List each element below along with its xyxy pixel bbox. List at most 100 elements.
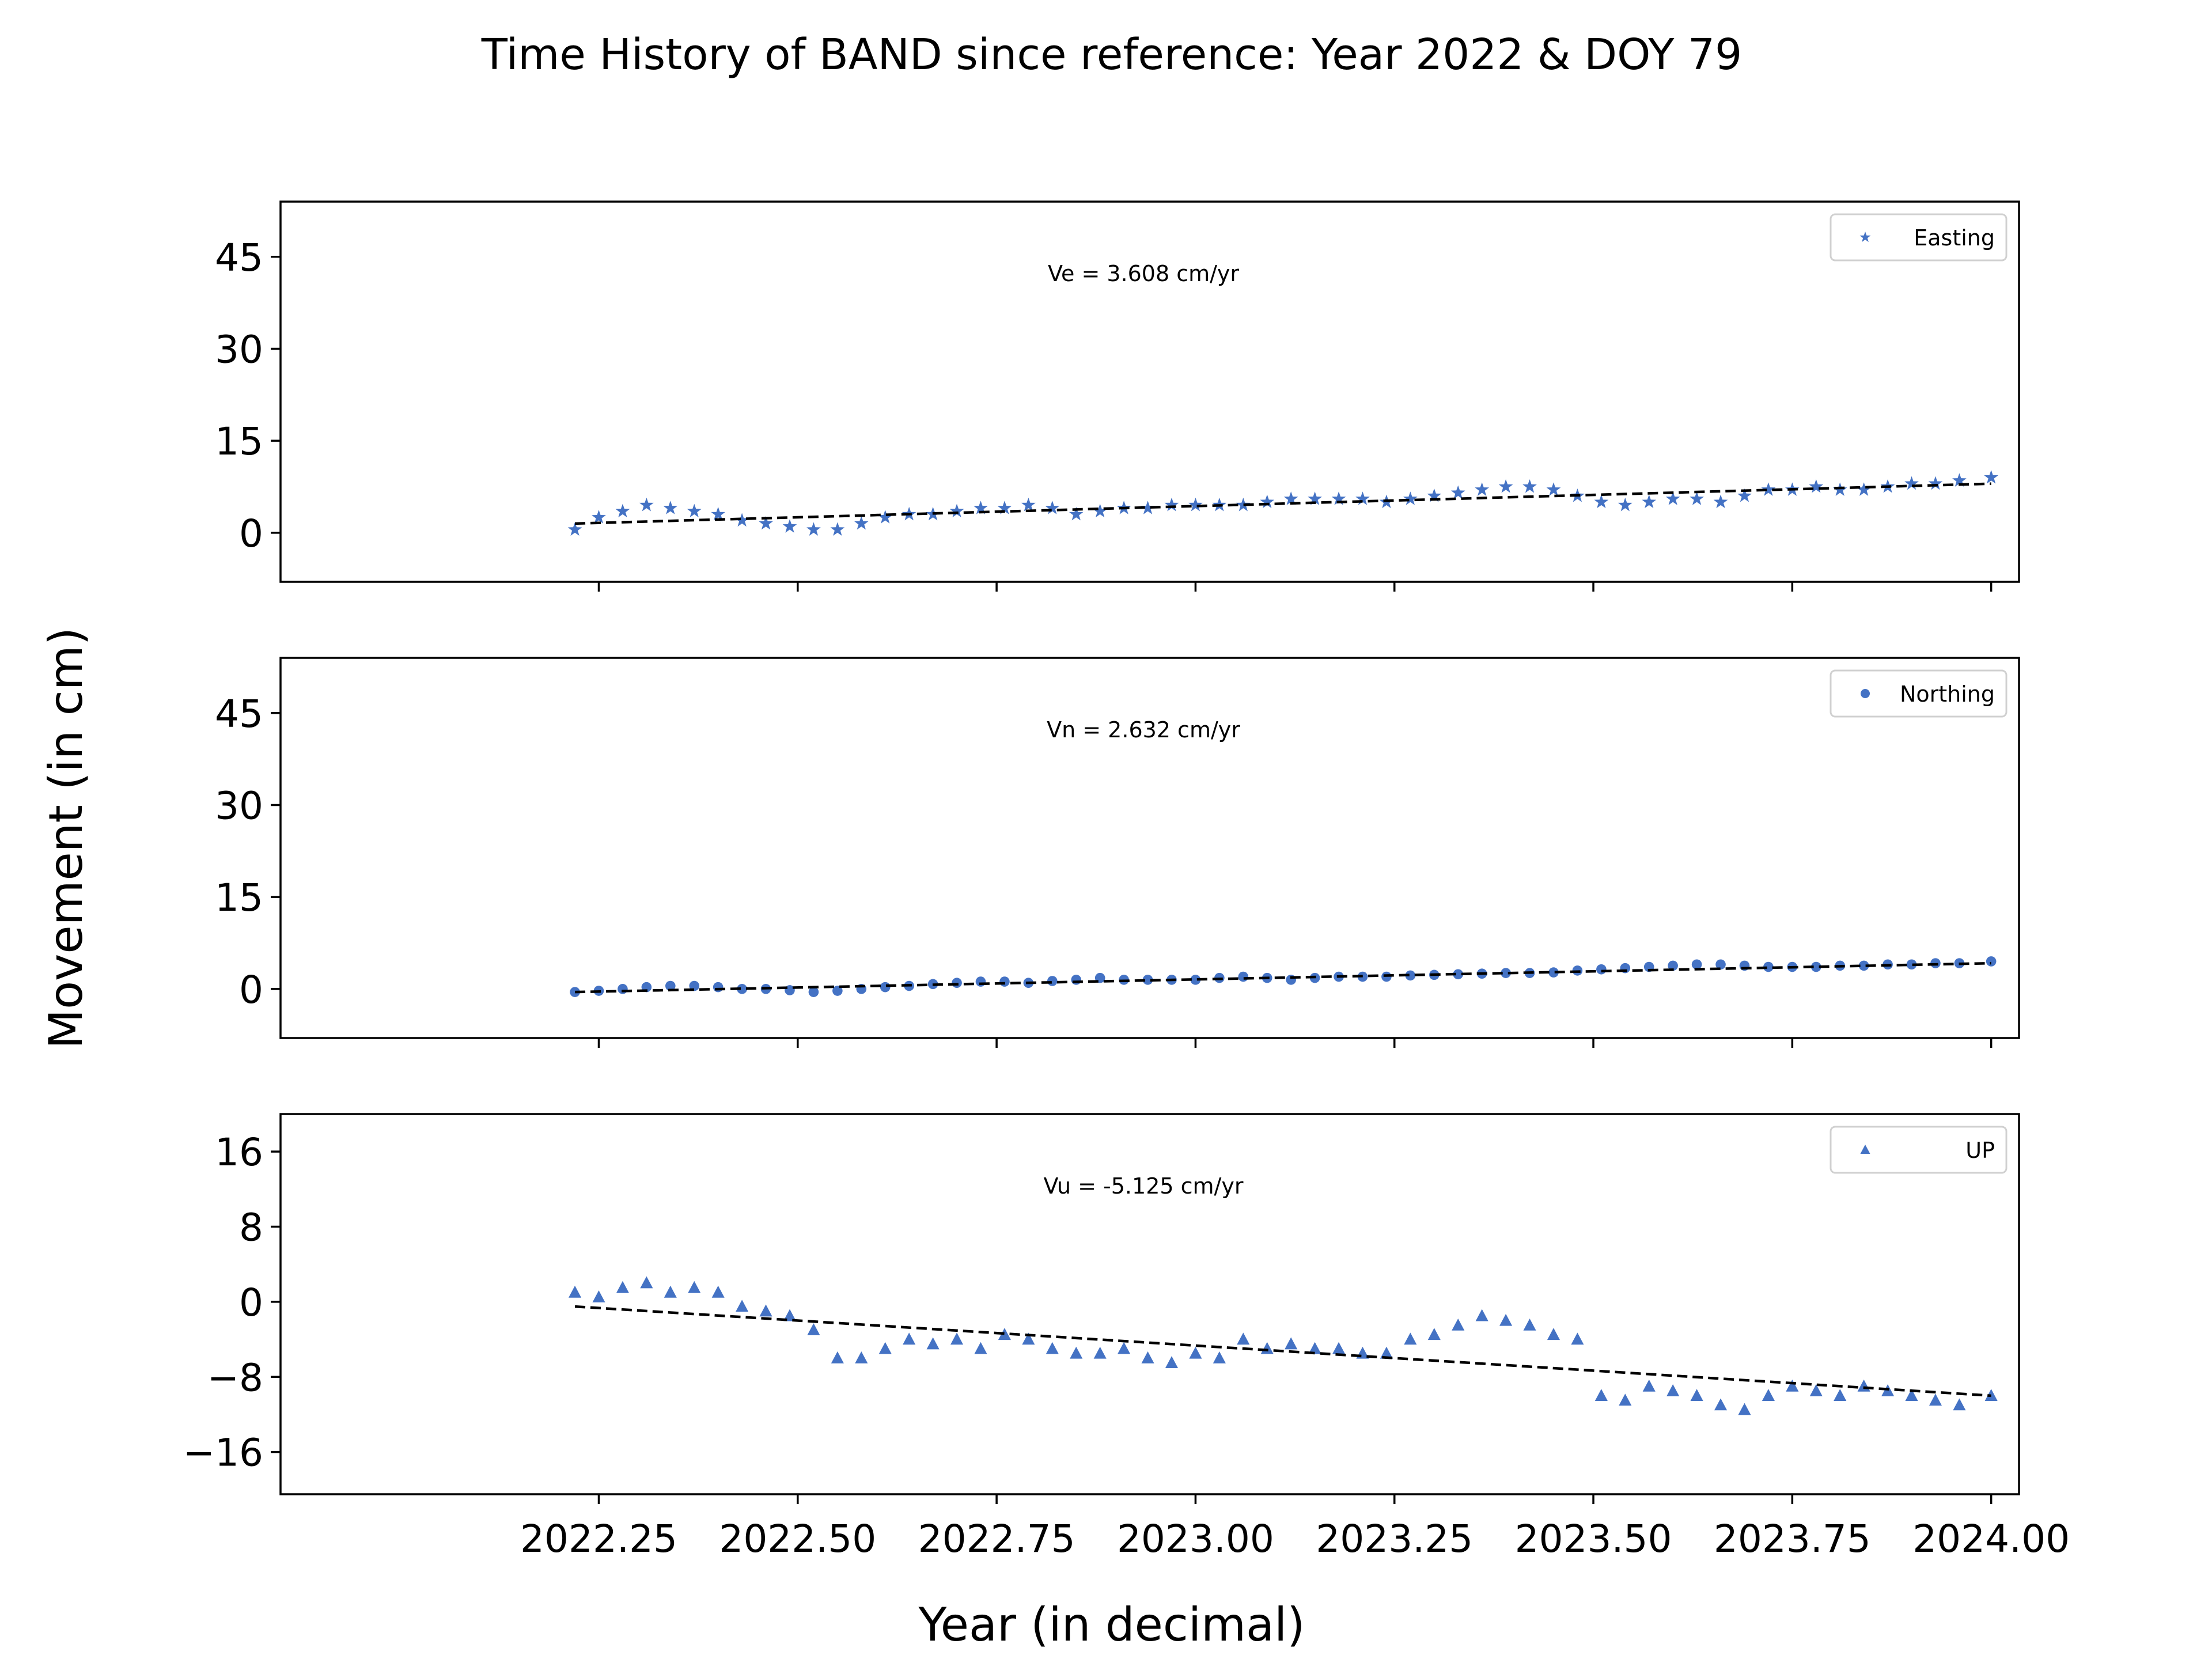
- y-tick-label: 30: [215, 783, 263, 828]
- data-point: [1332, 1342, 1346, 1354]
- data-point: [711, 1285, 725, 1298]
- data-point: [1547, 1328, 1560, 1340]
- data-point: [1071, 975, 1082, 985]
- data-point: [1809, 479, 1824, 493]
- y-tick-label: −16: [183, 1431, 263, 1475]
- x-tick-label: 2023.50: [1515, 1517, 1672, 1561]
- data-point: [592, 1290, 605, 1302]
- data-point: [1642, 1379, 1656, 1392]
- data-point: [1093, 1346, 1107, 1359]
- plot-frame: [279, 200, 2020, 583]
- data-point: [664, 1285, 677, 1298]
- y-tick-label: 0: [239, 512, 263, 556]
- data-point: [1164, 497, 1179, 512]
- data-point: [1986, 956, 1997, 967]
- x-tick-label: 2022.50: [719, 1517, 876, 1561]
- data-point: [736, 1300, 749, 1312]
- legend-box: [1830, 213, 2008, 262]
- data-point: [1596, 964, 1607, 975]
- data-point: [880, 982, 891, 993]
- data-point: [1929, 1393, 1942, 1406]
- data-point: [854, 516, 869, 530]
- figure-title: Time History of BAND since reference: Ye…: [481, 30, 1742, 79]
- legend-box: [1830, 1126, 2008, 1174]
- data-point: [1904, 476, 1919, 490]
- data-point: [1571, 1332, 1584, 1345]
- data-point: [616, 1281, 629, 1293]
- data-point: [855, 1351, 868, 1363]
- data-point: [1213, 1351, 1226, 1363]
- x-tick-label: 2023.75: [1714, 1517, 1871, 1561]
- data-point: [999, 976, 1010, 987]
- data-point: [1619, 1393, 1632, 1406]
- y-tick-label: 15: [215, 419, 263, 464]
- data-point: [806, 522, 821, 536]
- legend: Northing: [1830, 669, 2008, 718]
- data-point: [1498, 479, 1513, 493]
- data-point: [1141, 1351, 1154, 1363]
- y-tick-label: 30: [215, 327, 263, 372]
- data-point: [807, 1323, 820, 1335]
- subplot-northing: 0 15 30 45 Vn = 2.632 cm/yr Northing: [215, 657, 2020, 1048]
- data-point: [1165, 1356, 1179, 1368]
- data-point: [1452, 1318, 1465, 1331]
- data-point: [1188, 497, 1203, 512]
- data-point: [1118, 1342, 1131, 1354]
- plot-frame: [279, 657, 2020, 1039]
- y-tick-label: 45: [215, 692, 263, 736]
- data-point: [1189, 1346, 1202, 1359]
- data-point: [663, 501, 678, 514]
- data-point: [1093, 503, 1108, 518]
- data-point: [1546, 482, 1561, 496]
- legend-entry: Easting: [1914, 225, 1995, 251]
- y-tick-label: 16: [215, 1130, 263, 1175]
- data-point: [713, 982, 724, 993]
- legend-entry: UP: [1965, 1138, 1995, 1163]
- velocity-label: Vn = 2.632 cm/yr: [1047, 717, 1240, 743]
- data-point: [949, 503, 964, 518]
- y-tick-label: 15: [215, 876, 263, 920]
- data-point: [1642, 494, 1657, 509]
- data-point: [1403, 491, 1418, 505]
- y-tick-label: 0: [239, 1281, 263, 1325]
- legend-entry: Northing: [1900, 681, 1995, 707]
- data-point: [639, 497, 654, 512]
- data-point: [592, 510, 606, 524]
- data-point: [687, 503, 702, 518]
- y-tick-label: −8: [207, 1355, 263, 1400]
- y-tick-label: 8: [239, 1206, 263, 1250]
- data-point: [1984, 470, 1999, 484]
- data-point: [1499, 1313, 1513, 1326]
- data-point: [1594, 494, 1609, 509]
- data-point: [1714, 1398, 1728, 1411]
- data-point: [975, 976, 986, 987]
- x-tick-label: 2022.75: [918, 1517, 1075, 1561]
- x-tick-label: 2023.25: [1316, 1517, 1473, 1561]
- data-point: [1427, 1328, 1441, 1340]
- legend-marker: [1861, 689, 1870, 698]
- data-point: [1594, 1389, 1608, 1401]
- x-tick-label: 2023.00: [1117, 1517, 1274, 1561]
- data-point: [1690, 1389, 1703, 1401]
- data-point: [1260, 1342, 1274, 1354]
- subplot-up: 16 8 0 −8 −16 2022.25 2022.50 2022.75 2023.00 202…: [183, 1113, 2070, 1561]
- data-point: [1237, 1332, 1250, 1345]
- data-point: [952, 978, 962, 988]
- plot-frame: [279, 1113, 2020, 1495]
- data-point: [618, 984, 628, 994]
- data-point: [1928, 476, 1943, 490]
- trend-line: [574, 482, 1991, 525]
- data-point: [1786, 1379, 1799, 1392]
- data-point: [782, 519, 797, 533]
- data-point: [615, 503, 630, 518]
- data-point: [1857, 1379, 1870, 1392]
- data-point: [1260, 494, 1275, 509]
- y-tick-label: 45: [215, 236, 263, 280]
- trend-line: [574, 1305, 1991, 1397]
- velocity-label: Ve = 3.608 cm/yr: [1048, 261, 1239, 286]
- legend: UP: [1830, 1126, 2008, 1174]
- data-point: [974, 1342, 987, 1354]
- y-axis-label: Movement (in cm): [39, 627, 93, 1049]
- data-point: [1834, 1389, 1847, 1401]
